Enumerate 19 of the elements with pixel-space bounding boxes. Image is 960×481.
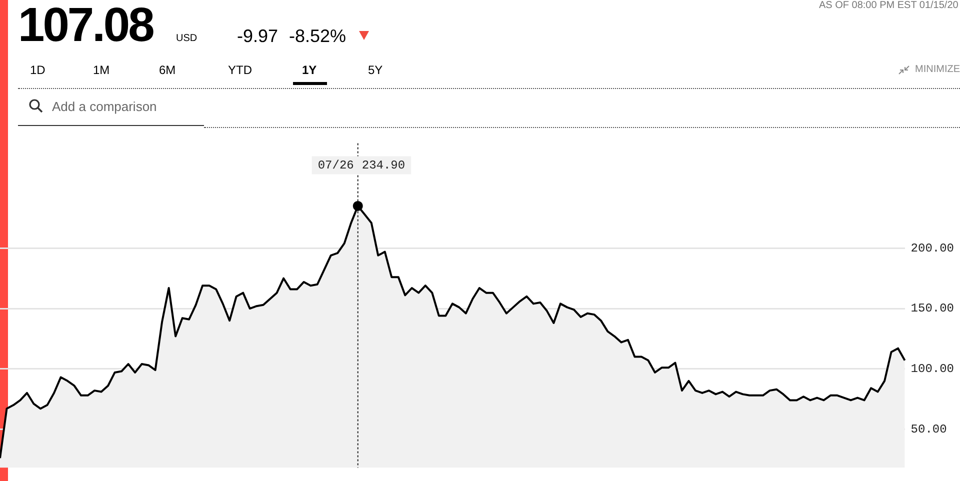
text: 5Y — [368, 63, 383, 77]
y-tick-label: 200.00 — [910, 241, 954, 256]
text: 107.08 — [18, 0, 153, 52]
text: 6M — [159, 63, 176, 77]
y-tick-label: 150.00 — [910, 302, 954, 316]
text: 1D — [30, 63, 46, 77]
text: 1M — [93, 63, 110, 77]
text: 1Y — [302, 63, 317, 77]
y-tick-label: 100.00 — [910, 362, 954, 376]
y-tick-label: 50.00 — [910, 422, 947, 436]
text: -9.97 — [237, 26, 278, 47]
text: USD — [176, 33, 198, 44]
annotation: 234.90 — [362, 158, 406, 172]
text: AS OF 08:00 PM EST 01/15/20 — [819, 0, 958, 11]
text: YTD — [228, 63, 252, 77]
annotation: 07/26 — [318, 158, 354, 172]
text: MINIMIZE — [915, 64, 960, 75]
text: Add a comparison — [52, 99, 157, 114]
text: -8.52% — [289, 26, 346, 47]
